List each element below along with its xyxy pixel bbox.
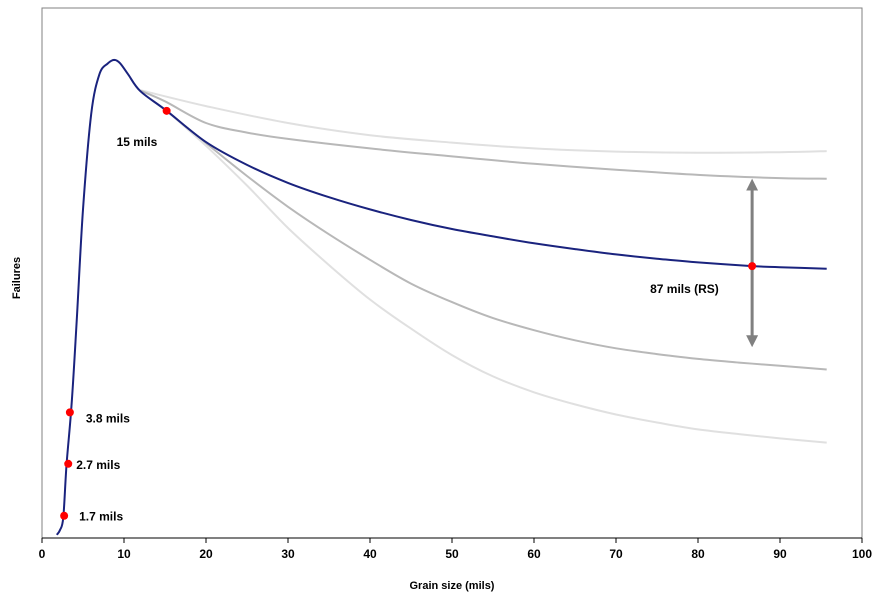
x-tick-label: 30: [281, 547, 295, 561]
point-label: 2.7 mils: [76, 458, 120, 472]
point-label: 1.7 mils: [79, 510, 123, 524]
point-label: 15 mils: [117, 135, 158, 149]
highlight-point: [65, 408, 74, 417]
series-line-main: [55, 58, 827, 536]
x-tick-label: 0: [39, 547, 46, 561]
highlight-point: [748, 262, 757, 271]
series-line-lower-light: [165, 110, 827, 444]
point-label: 3.8 mils: [86, 411, 130, 425]
highlight-point: [60, 511, 69, 520]
series-layer: [55, 58, 827, 536]
highlight-point: [162, 106, 171, 115]
series-line-lower-mid: [165, 110, 827, 371]
point-label: 87 mils (RS): [650, 282, 719, 296]
x-axis-ticks: 0 10 20 30 40 50 60 70 80 90 100: [39, 538, 872, 561]
x-tick-label: 90: [773, 547, 787, 561]
x-tick-label: 80: [691, 547, 705, 561]
y-axis-title: Failures: [11, 257, 23, 299]
highlight-point: [64, 459, 73, 468]
series-line-upper-mid: [140, 89, 827, 180]
x-tick-label: 70: [609, 547, 623, 561]
x-tick-label: 40: [363, 547, 377, 561]
series-line-upper-light: [140, 89, 827, 154]
x-tick-label: 100: [852, 547, 872, 561]
plot-area: [41, 7, 863, 539]
x-tick-label: 20: [199, 547, 213, 561]
x-axis-title: Grain size (mils): [410, 580, 495, 592]
x-tick-label: 10: [117, 547, 131, 561]
x-tick-label: 60: [527, 547, 541, 561]
points-layer: 1.7 mils 2.7 mils 3.8 mils 15 mils 87 mils (…: [60, 106, 757, 524]
x-tick-label: 50: [445, 547, 459, 561]
